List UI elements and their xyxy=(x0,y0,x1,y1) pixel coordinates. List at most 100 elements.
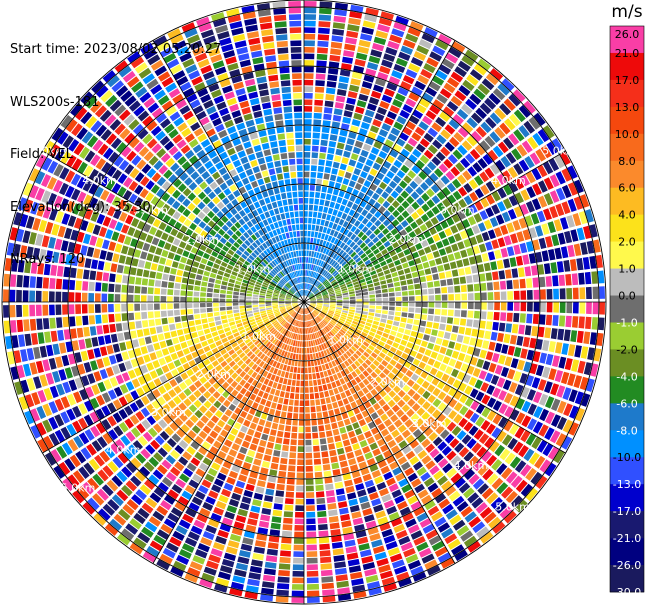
range-gate xyxy=(137,435,148,447)
range-gate xyxy=(314,325,319,331)
range-gate xyxy=(310,304,316,307)
range-gate xyxy=(375,289,382,294)
range-gate xyxy=(328,67,339,75)
range-gate xyxy=(279,280,285,286)
range-gate xyxy=(169,64,183,75)
range-gate xyxy=(105,94,118,107)
range-gate xyxy=(354,524,365,532)
range-gate xyxy=(353,331,360,337)
range-gate xyxy=(157,482,169,493)
range-gate xyxy=(81,304,88,314)
range-gate xyxy=(469,388,479,399)
range-gate xyxy=(205,234,213,242)
range-gate xyxy=(36,405,47,420)
range-gate xyxy=(322,179,329,187)
range-gate xyxy=(191,332,198,339)
range-gate xyxy=(351,323,358,328)
range-gate xyxy=(143,97,156,109)
range-gate xyxy=(439,323,446,331)
range-gate xyxy=(358,365,365,373)
range-gate xyxy=(236,452,246,461)
range-gate xyxy=(453,402,463,412)
range-gate xyxy=(471,130,483,142)
range-gate xyxy=(375,376,383,384)
range-gate xyxy=(489,112,502,125)
range-gate xyxy=(538,237,547,249)
range-gate xyxy=(358,275,365,281)
range-gate xyxy=(190,525,203,535)
range-gate xyxy=(272,268,278,275)
range-gate xyxy=(292,296,299,300)
range-gate xyxy=(239,342,246,348)
range-gate xyxy=(211,206,220,214)
range-gate xyxy=(428,288,435,295)
range-gate xyxy=(290,311,296,316)
range-gate xyxy=(447,206,456,216)
range-gate xyxy=(169,536,182,547)
range-gate xyxy=(330,268,336,274)
range-gate xyxy=(535,339,543,350)
range-gate xyxy=(96,271,103,281)
range-gate xyxy=(508,93,521,107)
range-gate xyxy=(548,368,557,381)
range-gate xyxy=(282,364,287,371)
range-gate xyxy=(226,385,234,394)
range-gate xyxy=(382,265,389,271)
range-gate xyxy=(430,420,440,430)
range-gate xyxy=(173,178,182,188)
range-gate xyxy=(324,256,330,262)
range-gate xyxy=(557,232,566,245)
range-gate xyxy=(320,337,325,343)
range-gate xyxy=(298,426,304,433)
range-gate xyxy=(285,330,290,337)
range-gate xyxy=(313,112,322,119)
range-gate xyxy=(314,317,319,324)
range-gate xyxy=(274,339,279,346)
range-gate xyxy=(298,354,302,360)
range-gate xyxy=(553,302,560,313)
range-gate xyxy=(322,464,331,471)
range-gate xyxy=(302,308,304,315)
range-gate xyxy=(308,204,314,211)
range-gate xyxy=(387,424,396,433)
range-gate xyxy=(146,415,156,426)
range-gate xyxy=(429,51,443,62)
range-gate xyxy=(166,58,180,69)
range-gate xyxy=(311,158,318,165)
range-gate xyxy=(148,155,159,166)
range-gate xyxy=(183,388,192,397)
range-gate xyxy=(337,364,343,371)
range-gate xyxy=(240,289,247,293)
range-gate xyxy=(304,60,315,66)
range-gate xyxy=(325,430,333,437)
range-gate xyxy=(384,355,392,363)
range-gate xyxy=(343,299,349,302)
range-gate xyxy=(295,306,300,311)
range-gate xyxy=(182,467,194,478)
range-gate xyxy=(319,152,326,160)
range-gate xyxy=(347,558,360,567)
range-gate xyxy=(479,140,491,152)
range-gate xyxy=(504,356,513,367)
range-gate xyxy=(96,213,106,225)
range-gate xyxy=(347,365,354,373)
range-gate xyxy=(490,261,498,271)
range-gate xyxy=(322,319,328,325)
range-gate xyxy=(313,119,322,126)
range-gate xyxy=(249,278,256,284)
range-gate xyxy=(253,270,260,276)
range-gate xyxy=(369,125,380,134)
range-gate xyxy=(296,485,304,492)
range-gate xyxy=(533,302,540,312)
range-gate xyxy=(244,260,251,267)
range-gate xyxy=(67,241,76,253)
range-gate xyxy=(339,378,346,385)
range-gate xyxy=(22,304,29,317)
range-gate xyxy=(475,416,485,427)
range-gate xyxy=(321,269,327,276)
range-gate xyxy=(307,307,312,312)
range-gate xyxy=(330,127,339,135)
range-gate xyxy=(423,63,436,74)
range-gate xyxy=(447,235,456,244)
range-gate xyxy=(192,207,201,216)
